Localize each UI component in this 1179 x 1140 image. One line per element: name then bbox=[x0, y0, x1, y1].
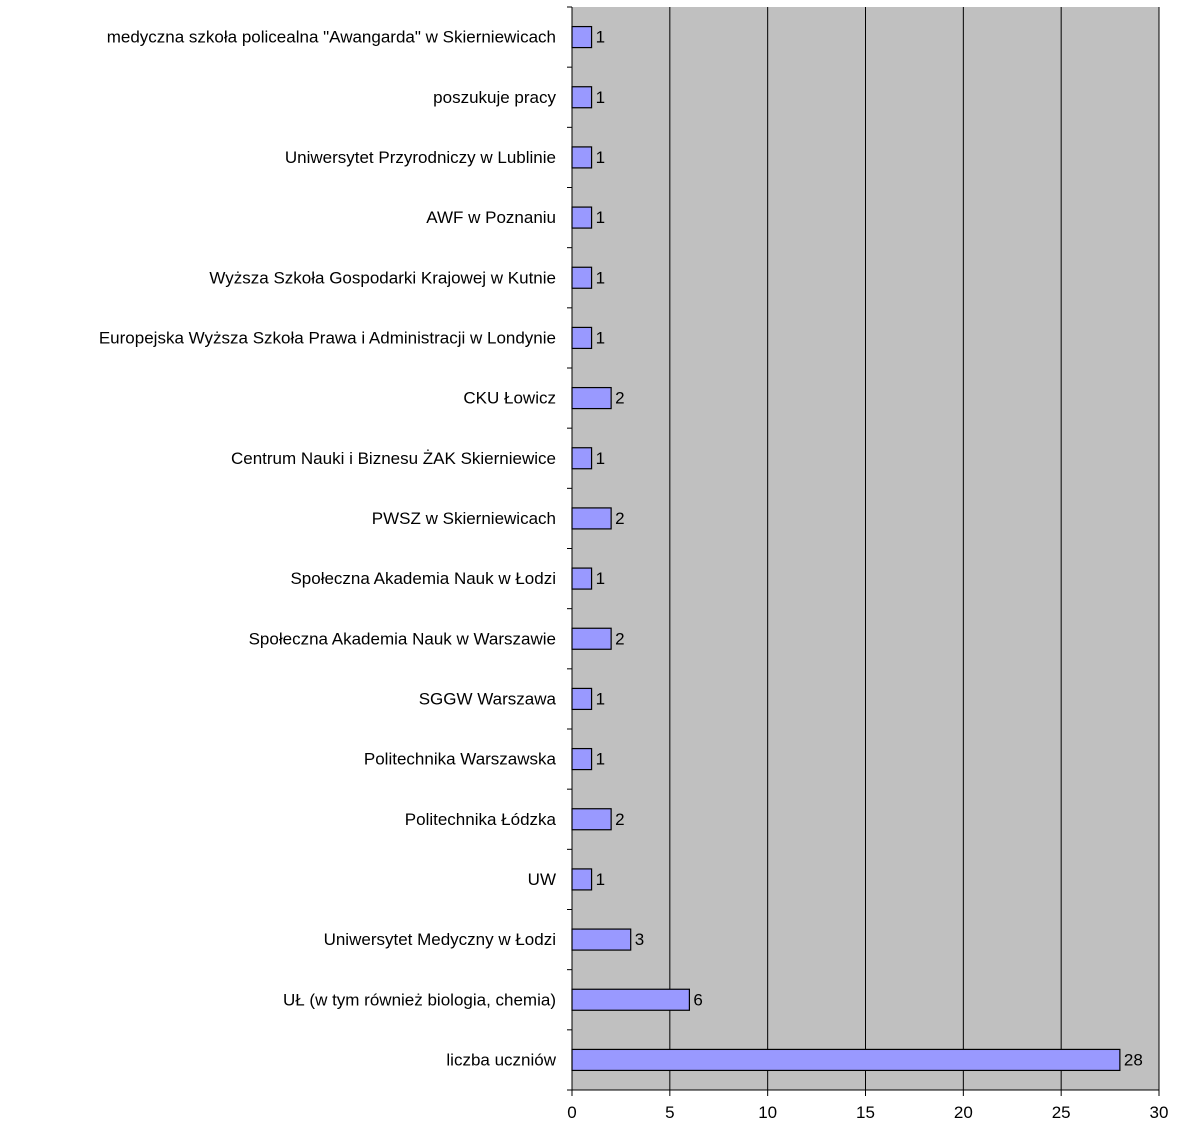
data-label: 1 bbox=[596, 328, 605, 347]
data-label: 3 bbox=[635, 930, 644, 949]
category-label: UW bbox=[528, 870, 556, 889]
data-label: 1 bbox=[596, 268, 605, 287]
category-label: Społeczna Akademia Nauk w Łodzi bbox=[290, 569, 556, 588]
category-label: Europejska Wyższa Szkoła Prawa i Adminis… bbox=[99, 328, 556, 347]
x-tick-label: 10 bbox=[758, 1103, 777, 1122]
data-label: 1 bbox=[596, 750, 605, 769]
bar bbox=[571, 868, 593, 891]
data-label: 2 bbox=[615, 389, 624, 408]
bar bbox=[571, 1048, 1121, 1072]
data-label: 1 bbox=[596, 148, 605, 167]
category-label: medyczna szkoła policealna "Awangarda" w… bbox=[107, 28, 556, 47]
bar bbox=[571, 567, 593, 590]
x-tick-label: 20 bbox=[954, 1103, 973, 1122]
x-tick-label: 30 bbox=[1150, 1103, 1169, 1122]
gridlines bbox=[669, 7, 1160, 1090]
data-labels: 1 1 1 1 1 1 2 1 2 1 2 1 1 2 1 3 6 28 bbox=[596, 28, 1143, 1070]
data-label: 1 bbox=[596, 88, 605, 107]
category-label: Uniwersytet Przyrodniczy w Lublinie bbox=[285, 148, 556, 167]
bar bbox=[571, 386, 612, 410]
category-label: Wyższa Szkoła Gospodarki Krajowej w Kutn… bbox=[209, 268, 556, 287]
bar bbox=[571, 627, 612, 650]
bar bbox=[571, 266, 593, 289]
category-label: liczba uczniów bbox=[446, 1050, 556, 1069]
data-label: 6 bbox=[693, 990, 702, 1009]
y-axis bbox=[567, 6, 573, 1091]
data-label: 2 bbox=[615, 509, 624, 528]
data-label: 1 bbox=[596, 870, 605, 889]
data-label: 1 bbox=[596, 28, 605, 47]
data-label: 1 bbox=[596, 449, 605, 468]
bar bbox=[571, 687, 593, 711]
category-label: Politechnika Warszawska bbox=[364, 750, 557, 769]
category-labels: medyczna szkoła policealna "Awangarda" w… bbox=[99, 28, 557, 1070]
data-label: 2 bbox=[615, 629, 624, 648]
bar bbox=[571, 206, 593, 229]
category-label: Centrum Nauki i Biznesu ŻAK Skierniewice bbox=[231, 449, 556, 468]
bar bbox=[571, 928, 632, 951]
x-tick-label: 15 bbox=[856, 1103, 875, 1122]
data-label: 1 bbox=[596, 569, 605, 588]
data-label: 1 bbox=[596, 208, 605, 227]
data-label: 1 bbox=[596, 689, 605, 708]
bar bbox=[571, 447, 593, 470]
bar bbox=[571, 988, 691, 1011]
category-label: poszukuje pracy bbox=[433, 88, 556, 107]
x-axis: 0 5 10 15 20 25 30 bbox=[567, 1089, 1169, 1122]
bar bbox=[571, 808, 612, 831]
bar bbox=[571, 747, 593, 771]
x-tick-label: 5 bbox=[665, 1103, 674, 1122]
category-label: Politechnika Łódzka bbox=[405, 810, 557, 829]
data-label: 2 bbox=[615, 810, 624, 829]
category-label: CKU Łowicz bbox=[463, 389, 556, 408]
category-label: UŁ (w tym również biologia, chemia) bbox=[283, 990, 556, 1009]
bar bbox=[571, 25, 593, 49]
category-label: PWSZ w Skierniewicach bbox=[372, 509, 556, 528]
category-label: Społeczna Akademia Nauk w Warszawie bbox=[249, 629, 556, 648]
bar bbox=[571, 146, 593, 169]
bar bbox=[571, 507, 612, 530]
x-tick-label: 0 bbox=[567, 1103, 576, 1122]
x-tick-label: 25 bbox=[1052, 1103, 1071, 1122]
bar bbox=[571, 86, 593, 109]
data-label: 28 bbox=[1124, 1050, 1143, 1069]
category-label: SGGW Warszawa bbox=[419, 689, 557, 708]
bar bbox=[571, 326, 593, 350]
bars bbox=[571, 25, 1121, 1072]
category-label: AWF w Poznaniu bbox=[426, 208, 556, 227]
category-label: Uniwersytet Medyczny w Łodzi bbox=[324, 930, 556, 949]
